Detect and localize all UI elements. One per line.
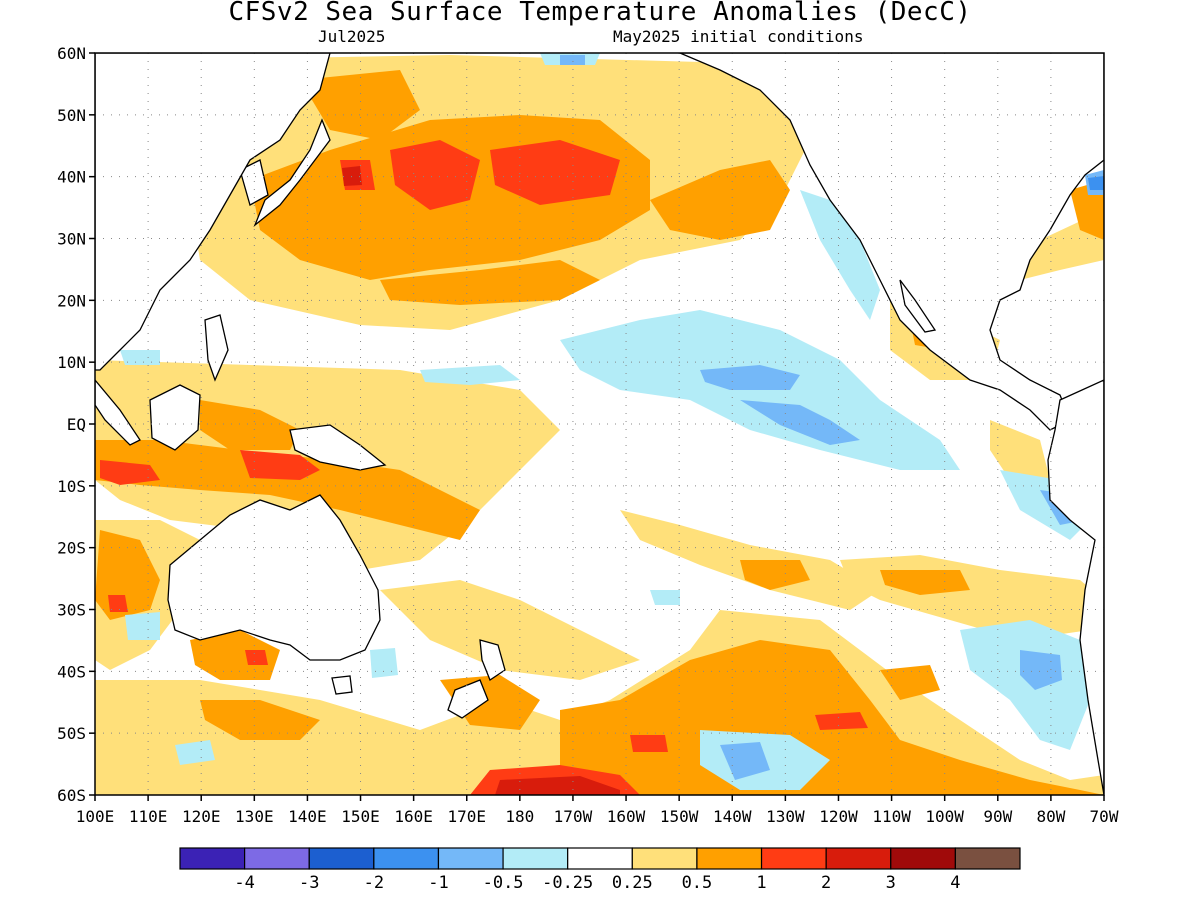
lon-label: 140E [288,807,327,826]
color-legend-labels: -4 -3 -2 -1 -0.5 -0.25 0.25 0.5 1 2 3 4 [234,873,960,893]
lon-label: 150W [660,807,699,826]
lon-label: 70W [1090,807,1119,826]
new-zealand-south [447,679,489,719]
color-level-label: -2 [364,873,384,893]
lat-label: 50S [57,724,86,743]
color-level-label: 2 [821,873,831,893]
korea [239,159,269,206]
lat-label: 20N [57,291,86,310]
lat-label: 20S [57,539,86,558]
lat-label: 40N [57,168,86,187]
baja-california [899,279,937,333]
color-swatch [502,847,569,870]
new-guinea [289,424,387,471]
lat-label: 40S [57,662,86,681]
color-swatch [437,847,504,870]
lon-label: 100E [76,807,115,826]
color-swatch [373,847,440,870]
color-swatch [696,847,763,870]
anomaly-regions-2 [342,166,620,795]
initial-conditions-label: May2025 initial conditions [613,27,864,46]
australia [167,494,381,661]
lon-label: 170W [554,807,593,826]
color-swatch [308,847,375,870]
lon-label: 160E [394,807,433,826]
lon-label: 170E [447,807,486,826]
new-zealand-north [479,639,506,681]
color-swatch [825,847,892,870]
color-swatch [179,847,246,870]
lon-label: 130W [766,807,805,826]
lon-label: 120W [819,807,858,826]
lon-label: 140W [713,807,752,826]
color-level-label: -3 [299,873,319,893]
longitude-labels: 100E 110E 120E 130E 140E 150E 160E 170E 180 170W 1… [76,807,1119,826]
color-level-label: -4 [234,873,254,893]
coastlines [95,53,1104,795]
chart-title: CFSv2 Sea Surface Temperature Anomalies … [228,0,972,27]
lat-label: 10S [57,477,86,496]
color-level-label: 1 [756,873,766,893]
color-swatch [244,847,310,870]
color-swatch [760,847,827,870]
sumatra [95,378,141,446]
latitude-labels: 60N 50N 40N 30N 20N 10N EQ 10S 20S 30S 40S 50S 60S [57,44,86,805]
color-level-label: -0.5 [483,873,524,893]
color-legend [179,847,1021,870]
south-america [1047,379,1104,795]
lat-label: 50N [57,106,86,125]
lat-label: EQ [67,415,86,434]
color-level-label: 0.25 [612,873,653,893]
borneo [149,384,201,451]
lat-label: 10N [57,353,86,372]
color-level-label: 0.5 [682,873,713,893]
tasmania [331,675,353,695]
color-swatch [567,847,633,870]
lon-label: 90W [983,807,1012,826]
lon-label: 180 [505,807,534,826]
color-level-label: -0.25 [542,873,593,893]
lat-label: 60S [57,786,86,805]
lon-label: 150E [341,807,380,826]
lon-label: 110W [872,807,911,826]
asia-mainland [95,53,331,371]
lon-label: 120E [182,807,221,826]
anomaly-regions-neg1 [1088,176,1104,190]
lon-label: 80W [1036,807,1065,826]
map-grid [95,53,1104,795]
color-level-label: 3 [886,873,896,893]
lon-label: 110E [129,807,168,826]
color-swatch [890,847,956,870]
lat-label: 60N [57,44,86,63]
lon-label: 130E [235,807,274,826]
lon-label: 160W [607,807,646,826]
lat-label: 30S [57,601,86,620]
color-level-label: -1 [428,873,448,893]
color-swatch [954,847,1021,870]
lon-label: 100W [925,807,964,826]
japan [253,118,331,228]
lat-label: 30N [57,230,86,249]
philippines [204,314,229,382]
color-swatch [631,847,698,870]
target-month-label: Jul2025 [318,27,386,46]
color-level-label: 4 [950,873,960,893]
map-ticks [89,52,1105,801]
